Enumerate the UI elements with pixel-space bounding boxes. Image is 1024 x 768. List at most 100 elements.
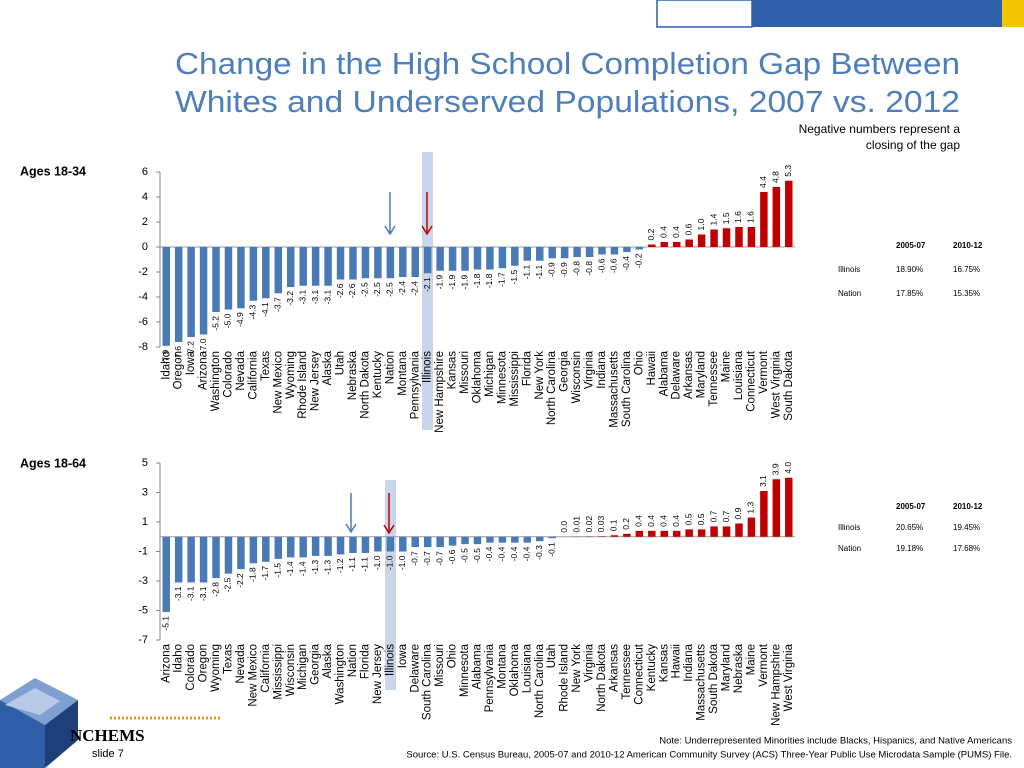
subtitle: Negative numbers represent a: [799, 122, 961, 136]
x-tick-label: Arkansas: [608, 644, 620, 692]
arrow: [421, 192, 433, 236]
x-tick-label: Alabama: [658, 350, 670, 396]
x-tick-label: Oregon: [173, 351, 185, 389]
logo-mark: [0, 678, 78, 768]
value-label: -0.3: [534, 545, 544, 560]
value-label: -1.0: [372, 555, 382, 570]
bar: [237, 536, 245, 570]
x-tick-label: New Mexico: [272, 351, 284, 414]
value-label: 5.3: [783, 165, 793, 177]
bar: [461, 536, 469, 545]
bar: [212, 536, 220, 579]
bar: [199, 247, 208, 335]
bar: [610, 247, 619, 255]
x-tick-label: Michigan: [297, 644, 309, 690]
x-tick-label: Rhode Island: [297, 351, 309, 419]
arrow: [383, 493, 395, 535]
x-tick-label: New York: [534, 351, 546, 400]
bar: [399, 247, 407, 277]
x-tick-label: Nation: [384, 351, 396, 384]
x-tick-label: Hawaii: [646, 351, 658, 386]
x-tick-label: New Mexico: [247, 644, 259, 707]
value-label: 4.8: [771, 171, 781, 183]
bar: [249, 247, 258, 301]
x-tick-label: South Dakota: [783, 350, 795, 420]
bar: [262, 536, 270, 562]
bar: [448, 247, 457, 271]
value-label: -7.9: [160, 349, 170, 364]
x-tick-label: Iowa: [185, 350, 197, 375]
title-line: Whites and Underserved Populations, 2007…: [175, 84, 960, 119]
bar: [423, 536, 432, 548]
x-tick-label: New Hampshire: [434, 351, 446, 433]
bar: [735, 523, 743, 537]
x-tick-label: Kentucky: [646, 644, 658, 692]
value-label: -2.5: [372, 282, 382, 297]
bar: [785, 180, 793, 247]
bar: [162, 536, 170, 612]
x-tick-label: North Carolina: [534, 643, 546, 718]
y-tick-label: 1: [142, 516, 148, 528]
x-tick-label: Minnesota: [459, 643, 471, 697]
value-label: -2.5: [223, 577, 233, 592]
x-tick-label: Oregon: [198, 644, 210, 682]
bar: [174, 247, 183, 342]
highlight-band: [385, 480, 396, 690]
value-label: 0.2: [646, 228, 656, 240]
x-tick-label: New Hampshire: [770, 644, 782, 726]
value-label: -2.5: [385, 282, 395, 297]
bar: [548, 247, 556, 259]
x-tick-label: Rhode Island: [559, 644, 571, 712]
bar: [536, 536, 544, 542]
bar: [735, 227, 743, 247]
y-tick-label: -6: [138, 316, 148, 328]
table-cell: 20.65%: [896, 523, 923, 532]
x-tick-label: Delaware: [671, 351, 683, 400]
x-tick-label: Montana: [397, 350, 409, 395]
x-tick-label: South Carolina: [621, 350, 633, 427]
table-cell: 19.18%: [896, 544, 923, 553]
bar: [287, 536, 295, 558]
value-label: -0.5: [459, 548, 469, 563]
bar: [299, 247, 307, 286]
bar: [523, 247, 532, 261]
bar: [386, 247, 395, 279]
x-tick-label: Kansas: [658, 644, 670, 683]
value-label: -7.2: [185, 341, 195, 356]
value-label: -1.1: [522, 264, 532, 279]
value-label: 1.6: [746, 211, 756, 223]
x-tick-label: Washington: [335, 644, 347, 704]
value-label: -3.1: [185, 586, 195, 601]
value-label: -0.4: [522, 546, 532, 561]
value-label: -1.3: [322, 560, 332, 575]
x-tick-label: Michigan: [484, 351, 496, 397]
value-label: -2.6: [347, 283, 357, 298]
bar: [224, 536, 233, 574]
bar: [436, 247, 444, 271]
bar: [585, 247, 594, 257]
value-label: 0.01: [571, 516, 581, 533]
bar: [473, 536, 482, 545]
table-cell: 16.75%: [953, 265, 980, 274]
value-label: 0.4: [671, 515, 681, 527]
x-tick-label: Illinois: [384, 644, 396, 676]
value-label: 0.2: [621, 518, 631, 530]
x-tick-label: Mississippi: [272, 644, 284, 700]
value-label: -2.2: [235, 573, 245, 588]
value-label: -5.0: [223, 313, 233, 328]
value-label: 4.4: [758, 176, 768, 188]
bar: [336, 536, 345, 555]
value-label: -0.5: [472, 548, 482, 563]
x-tick-label: Indiana: [683, 643, 695, 681]
x-tick-label: Nevada: [235, 350, 247, 390]
x-tick-label: Texas: [260, 351, 272, 381]
bar: [448, 536, 457, 546]
bar: [511, 247, 519, 266]
y-tick-label: -3: [138, 575, 148, 587]
x-tick-label: Washington: [210, 351, 222, 411]
bar: [772, 187, 781, 247]
x-tick-label: West Virginia: [783, 643, 795, 711]
bar: [274, 247, 283, 294]
subtitle: closing of the gap: [866, 138, 960, 152]
x-tick-label: New Jersey: [372, 644, 384, 704]
